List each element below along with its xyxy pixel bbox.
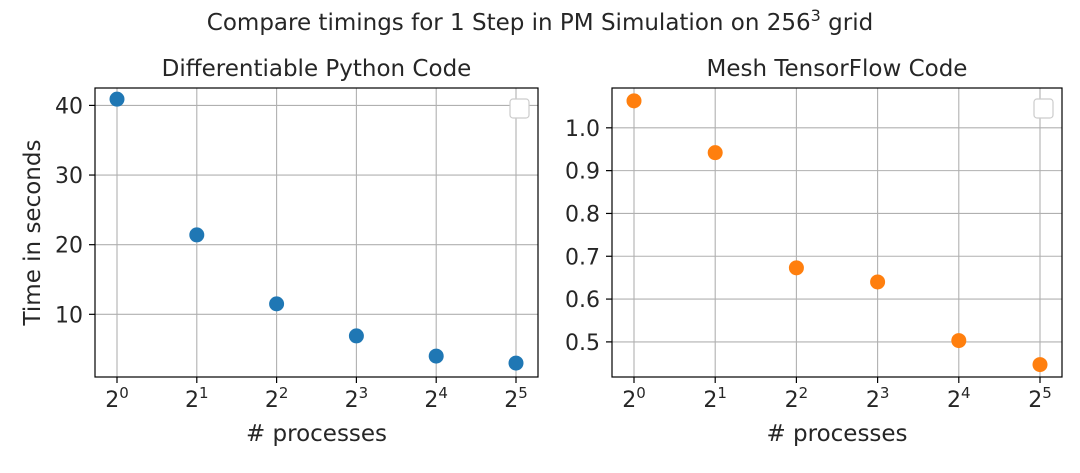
data-point bbox=[707, 145, 723, 161]
subplot-title: Differentiable Python Code bbox=[162, 56, 472, 82]
y-tick-label: 0.5 bbox=[565, 331, 600, 356]
x-tick-label: 24 bbox=[424, 384, 448, 413]
data-point bbox=[788, 260, 804, 276]
y-tick-label: 10 bbox=[55, 303, 83, 328]
data-point bbox=[626, 93, 642, 109]
grid-lines bbox=[95, 88, 538, 377]
data-point bbox=[348, 328, 364, 344]
x-tick-label: 22 bbox=[265, 384, 289, 413]
x-tick-label: 25 bbox=[1028, 384, 1052, 413]
x-tick-label: 22 bbox=[785, 384, 809, 413]
x-tick-label: 23 bbox=[345, 384, 369, 413]
data-point bbox=[109, 91, 125, 107]
data-point bbox=[951, 333, 967, 349]
x-tick-label: 21 bbox=[703, 384, 727, 413]
y-tick-label: 40 bbox=[55, 94, 83, 119]
data-point bbox=[1032, 357, 1048, 373]
x-tick-label: 20 bbox=[105, 384, 129, 413]
x-tick-label: 23 bbox=[866, 384, 890, 413]
y-tick-label: 0.9 bbox=[565, 160, 600, 185]
legend-box bbox=[1033, 98, 1054, 119]
y-tick-label: 0.8 bbox=[565, 202, 600, 227]
legend-box bbox=[509, 98, 530, 119]
x-axis-label: # processes bbox=[766, 421, 907, 447]
left-plot-panel: Differentiable Python Code 20 21 22 23 24 25 10… bbox=[20, 56, 539, 447]
data-point bbox=[428, 348, 444, 364]
data-point bbox=[269, 296, 285, 312]
x-axis-label: # processes bbox=[246, 421, 387, 447]
grid-lines bbox=[612, 88, 1062, 377]
figure-title: Compare timings for 1 Step in PM Simulat… bbox=[207, 6, 873, 36]
plot-frame bbox=[611, 87, 1063, 378]
y-tick-label: 30 bbox=[55, 164, 83, 189]
data-point bbox=[508, 355, 524, 371]
x-tick-label: 21 bbox=[185, 384, 209, 413]
y-tick-label: 1.0 bbox=[565, 117, 600, 142]
data-point bbox=[870, 274, 886, 290]
data-point bbox=[189, 227, 205, 243]
right-plot-panel: Mesh TensorFlow Code 20 21 22 23 24 25 0.5 0.6 0.… bbox=[565, 56, 1063, 447]
plot-frame bbox=[94, 87, 539, 378]
y-tick-label: 0.6 bbox=[565, 288, 600, 313]
x-tick-label: 25 bbox=[504, 384, 528, 413]
y-axis-label: Time in seconds bbox=[20, 140, 46, 327]
y-tick-label: 20 bbox=[55, 234, 83, 259]
y-tick-label: 0.7 bbox=[565, 245, 600, 270]
x-tick-label: 20 bbox=[622, 384, 646, 413]
x-tick-label: 24 bbox=[947, 384, 971, 413]
subplot-title: Mesh TensorFlow Code bbox=[707, 56, 968, 82]
